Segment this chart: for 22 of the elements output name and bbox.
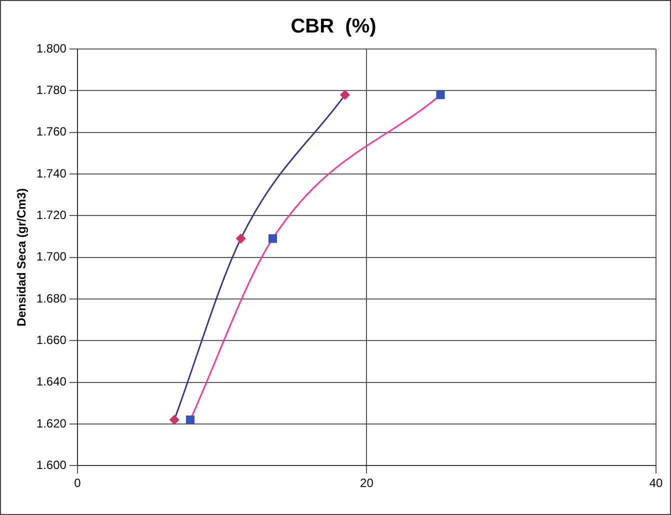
y-tick-label: 1.780 xyxy=(36,82,67,97)
y-tick-label: 1.720 xyxy=(36,208,67,222)
y-tick-label: 1.620 xyxy=(36,416,67,430)
y-tick-label: 1.640 xyxy=(36,374,67,389)
y-tick-label: 1.680 xyxy=(36,291,67,306)
point xyxy=(268,234,277,243)
x-tick-label: 20 xyxy=(360,476,374,490)
y-tick-label: 1.740 xyxy=(36,166,67,180)
point xyxy=(170,415,180,425)
point xyxy=(236,234,246,244)
point xyxy=(186,415,195,424)
x-tick-label: 0 xyxy=(74,476,82,490)
y-axis-title: Densidad Seca (gr/Cm3) xyxy=(14,188,29,326)
point xyxy=(340,90,350,100)
y-tick-label: 1.700 xyxy=(36,250,67,264)
chart-title: CBR (%) xyxy=(290,16,376,38)
point xyxy=(436,90,445,100)
y-tick-label: 1.760 xyxy=(36,124,67,139)
x-tick-label: 40 xyxy=(649,476,663,490)
y-tick-label: 1.600 xyxy=(36,458,67,472)
y-tick-label: 1.660 xyxy=(36,332,67,347)
y-tick-label: 1.800 xyxy=(36,41,67,56)
